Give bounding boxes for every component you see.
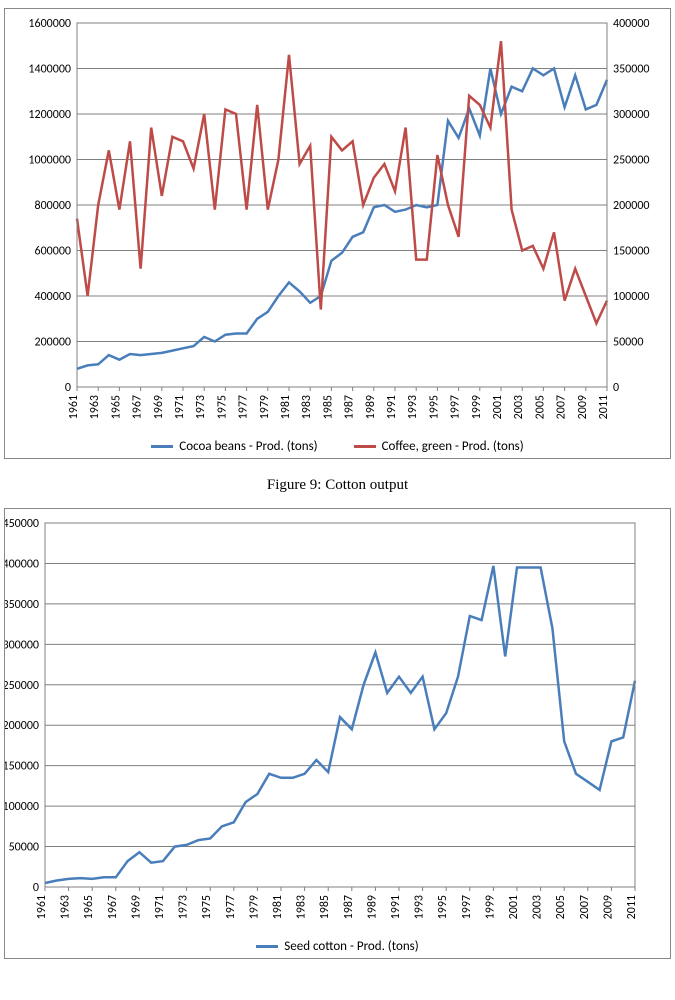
svg-text:1999: 1999 [470,395,484,419]
svg-text:250000: 250000 [613,154,650,168]
svg-text:1985: 1985 [321,395,335,419]
svg-text:1997: 1997 [449,395,463,419]
legend-swatch-cocoa [151,445,173,448]
svg-text:1971: 1971 [173,395,187,419]
svg-text:200000: 200000 [4,719,39,733]
svg-text:2001: 2001 [491,395,505,419]
svg-text:400000: 400000 [4,557,39,571]
svg-text:350000: 350000 [613,63,650,77]
svg-text:1987: 1987 [342,895,356,919]
svg-text:1977: 1977 [224,895,238,919]
svg-text:1969: 1969 [152,395,166,419]
svg-text:1971: 1971 [153,895,167,919]
svg-text:100000: 100000 [613,290,650,304]
svg-text:1600000: 1600000 [28,17,71,31]
svg-text:1963: 1963 [59,895,73,919]
svg-text:2001: 2001 [507,895,521,919]
svg-text:50000: 50000 [613,336,643,350]
legend-row-1: Cocoa beans - Prod. (tons) Coffee, green… [9,439,666,454]
svg-text:1999: 1999 [483,895,497,919]
svg-text:1967: 1967 [131,395,145,419]
svg-text:0: 0 [33,881,39,895]
figure-caption: Figure 9: Cotton output [4,477,671,494]
svg-text:300000: 300000 [613,108,650,122]
svg-text:1965: 1965 [82,895,96,919]
svg-text:1200000: 1200000 [28,108,71,122]
svg-text:2005: 2005 [533,395,547,419]
cocoa-coffee-chart: 0200000400000600000800000100000012000001… [9,17,664,433]
svg-text:200000: 200000 [613,199,650,213]
svg-text:350000: 350000 [4,598,39,612]
legend-row-2: Seed cotton - Prod. (tons) [9,939,666,954]
legend-coffee: Coffee, green - Prod. (tons) [354,439,524,454]
svg-text:1985: 1985 [318,895,332,919]
legend-swatch-coffee [354,445,376,448]
svg-text:2003: 2003 [531,895,545,919]
svg-text:1993: 1993 [406,395,420,419]
svg-text:1995: 1995 [427,395,441,419]
svg-text:1963: 1963 [88,395,102,419]
svg-text:1000000: 1000000 [28,154,71,168]
svg-text:1967: 1967 [106,895,120,919]
svg-text:1975: 1975 [200,895,214,919]
legend-cocoa: Cocoa beans - Prod. (tons) [151,439,317,454]
cotton-chart: 0 50000 100000 150000 200000 250000 300000 3500… [4,517,646,933]
svg-text:1995: 1995 [436,895,450,919]
svg-text:150000: 150000 [4,760,39,774]
svg-text:0: 0 [613,381,619,395]
svg-text:150000: 150000 [613,245,650,259]
svg-text:1983: 1983 [300,395,314,419]
legend-cotton: Seed cotton - Prod. (tons) [256,939,418,954]
svg-text:200000: 200000 [35,336,72,350]
legend-swatch-cotton [256,945,278,948]
cotton-chart-box: 0 50000 100000 150000 200000 250000 300000 3500… [4,508,671,959]
svg-text:1979: 1979 [258,395,272,419]
svg-text:50000: 50000 [9,841,39,855]
svg-text:1981: 1981 [279,395,293,419]
svg-text:2007: 2007 [578,895,592,919]
svg-text:400000: 400000 [613,17,650,31]
svg-text:0: 0 [65,381,71,395]
svg-text:400000: 400000 [35,290,72,304]
svg-text:2011: 2011 [625,895,639,919]
svg-text:1973: 1973 [194,395,208,419]
svg-text:600000: 600000 [35,245,72,259]
svg-text:2005: 2005 [554,895,568,919]
legend-label-coffee: Coffee, green - Prod. (tons) [382,439,524,454]
svg-text:1989: 1989 [364,395,378,419]
cocoa-coffee-chart-box: 0200000400000600000800000100000012000001… [4,8,671,459]
svg-text:800000: 800000 [35,199,72,213]
svg-text:1979: 1979 [247,895,261,919]
svg-text:1997: 1997 [460,895,474,919]
svg-text:1961: 1961 [67,395,81,419]
legend-label-cocoa: Cocoa beans - Prod. (tons) [179,439,317,454]
svg-text:1975: 1975 [215,395,229,419]
svg-text:1991: 1991 [389,895,403,919]
svg-text:1400000: 1400000 [28,63,71,77]
svg-text:2009: 2009 [601,895,615,919]
svg-text:1965: 1965 [109,395,123,419]
svg-text:250000: 250000 [4,679,39,693]
svg-text:300000: 300000 [4,638,39,652]
svg-text:2011: 2011 [597,395,611,419]
svg-text:1983: 1983 [295,895,309,919]
svg-text:2007: 2007 [555,395,569,419]
svg-text:1993: 1993 [413,895,427,919]
svg-text:2003: 2003 [512,395,526,419]
legend-label-cotton: Seed cotton - Prod. (tons) [284,939,418,954]
svg-text:1977: 1977 [237,395,251,419]
svg-text:1969: 1969 [129,895,143,919]
svg-text:450000: 450000 [4,517,39,531]
svg-text:1987: 1987 [343,395,357,419]
svg-text:1991: 1991 [385,395,399,419]
svg-text:1989: 1989 [365,895,379,919]
svg-text:2009: 2009 [576,395,590,419]
svg-text:1973: 1973 [177,895,191,919]
svg-text:1981: 1981 [271,895,285,919]
svg-text:100000: 100000 [4,800,39,814]
svg-text:1961: 1961 [35,895,49,919]
